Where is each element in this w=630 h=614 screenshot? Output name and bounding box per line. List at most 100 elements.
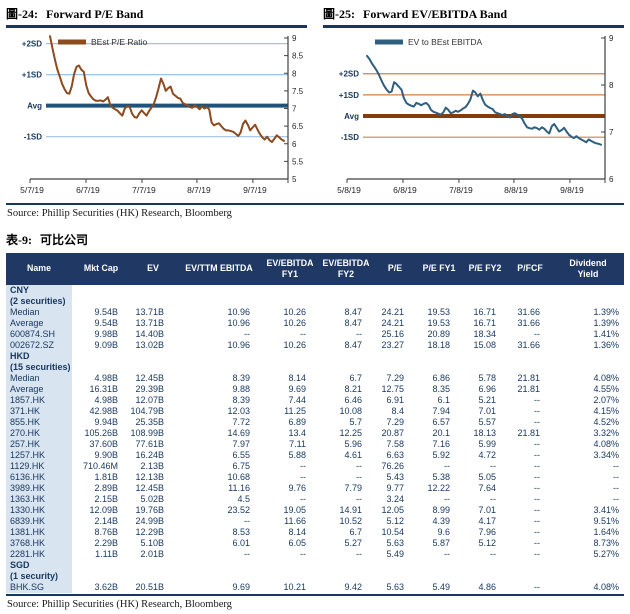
value-cell: 9.76 (288, 482, 306, 493)
value-cell: 16.71 (473, 306, 496, 317)
figure-24-title-text: Forward P/E Band (46, 7, 144, 21)
value-cell: 10.08 (339, 405, 362, 416)
group-row: SGD (1 security) (6, 559, 624, 582)
value-cell: 2.07% (593, 394, 619, 405)
figure-24-title: 圖-24: Forward P/E Band (6, 4, 307, 25)
y-tick-label: 5 (292, 175, 297, 184)
value-cell: 9.88 (232, 383, 250, 394)
table-row: 600874.SH 9.98B 14.40B -- -- -- 25.16 20.89 18.3… (6, 328, 624, 340)
value-cell: 5.87 (432, 537, 450, 548)
band-label: Avg (344, 112, 359, 121)
value-cell: 1.81B (94, 471, 118, 482)
value-cell: 19.05 (283, 504, 306, 515)
value-cell: -- (444, 548, 450, 559)
table-row: 371.HK 42.98B 104.79B 12.03 11.25 10.08 8.4 7.9… (6, 405, 624, 417)
comparable-companies-table: Name Mkt Cap EV EV/TTM EBITDA EV/EBITDA FY1 E… (6, 252, 624, 593)
legend-label: EV to BEst EBITDA (408, 37, 482, 47)
value-cell: -- (244, 548, 250, 559)
value-cell: 6.01 (232, 537, 250, 548)
value-cell: -- (356, 471, 362, 482)
value-cell: 10.26 (283, 317, 306, 328)
value-cell: 9.42 (344, 581, 362, 592)
value-cell: 24.21 (381, 317, 404, 328)
value-cell: 25.16 (381, 328, 404, 339)
value-cell: -- (356, 548, 362, 559)
y-tick-label: 6 (609, 175, 614, 184)
value-cell: -- (444, 493, 450, 504)
value-cell: -- (534, 460, 540, 471)
security-name: 3768.HK (6, 537, 72, 549)
y-tick-label: 7 (609, 128, 614, 137)
value-cell: 18.34 (473, 328, 496, 339)
value-cell: 1.64% (593, 526, 619, 537)
value-cell: -- (244, 328, 250, 339)
y-tick-label: 8.5 (292, 51, 304, 60)
value-cell: 7.01 (478, 405, 496, 416)
value-cell: 1.41% (593, 328, 619, 339)
title-underline (323, 25, 624, 28)
pe-band-chart: +2SD +1SD Avg -1SD 5 5.5 6 6.5 7 7.5 8 8.5 9 5/7/19 6/… (20, 34, 304, 195)
value-cell: 108.99B (130, 427, 164, 438)
x-tick-label: 6/7/19 (76, 185, 100, 195)
value-cell: 7.64 (478, 482, 496, 493)
value-cell: -- (534, 482, 540, 493)
value-cell: 20.87 (381, 427, 404, 438)
value-cell: 8.35 (432, 383, 450, 394)
value-cell: 5.78 (478, 372, 496, 383)
security-name: 002672.SZ (6, 339, 72, 351)
value-cell: 42.98B (89, 405, 118, 416)
value-cell: 3.34% (593, 449, 619, 460)
value-cell: 4.98B (94, 372, 118, 383)
security-name: 371.HK (6, 405, 72, 417)
value-cell: 5.88 (288, 449, 306, 460)
value-cell: 8.47 (344, 317, 362, 328)
value-cell: 12.75 (381, 383, 404, 394)
figure-24-tag: 圖-24: (6, 7, 38, 21)
value-cell: 9.98B (94, 328, 118, 339)
security-name: 6839.HK (6, 515, 72, 527)
security-name: Median (6, 372, 72, 384)
divider-rule (6, 202, 624, 205)
group-row-empty (72, 284, 624, 307)
value-cell: 1.11B (95, 548, 118, 559)
value-cell: 12.29B (135, 526, 164, 537)
value-cell: 5.49 (386, 548, 404, 559)
security-name: 1330.HK (6, 504, 72, 516)
column-header: Name (6, 252, 72, 285)
value-cell: -- (300, 328, 306, 339)
value-cell: 4.15% (593, 405, 619, 416)
value-cell: 12.22 (427, 482, 450, 493)
value-cell: 2.14B (94, 515, 118, 526)
value-cell: 1.36% (593, 339, 619, 350)
value-cell: 18.18 (427, 339, 450, 350)
value-cell: -- (613, 460, 619, 471)
series-line (49, 34, 285, 143)
value-cell: 5.43 (386, 471, 404, 482)
security-name: 1129.HK (6, 460, 72, 472)
value-cell: 5.38 (432, 471, 450, 482)
value-cell: 2.15B (94, 493, 118, 504)
value-cell: -- (534, 471, 540, 482)
value-cell: 14.91 (339, 504, 362, 515)
band-label: +1SD (339, 90, 359, 99)
value-cell: 710.46M (82, 460, 118, 471)
value-cell: 4.17 (478, 515, 496, 526)
table-header-row: Name Mkt Cap EV EV/TTM EBITDA EV/EBITDA FY1 E… (6, 252, 624, 285)
column-header: EV (130, 252, 176, 285)
group-row: CNY (2 securities) (6, 284, 624, 307)
value-cell: 6.91 (386, 394, 404, 405)
value-cell: 5.10B (140, 537, 164, 548)
value-cell: 8.39 (232, 394, 250, 405)
value-cell: 8.53 (232, 526, 250, 537)
value-cell: 7.29 (386, 372, 404, 383)
value-cell: 4.08% (593, 372, 619, 383)
value-cell: -- (534, 515, 540, 526)
value-cell: 6.75 (232, 460, 250, 471)
value-cell: -- (300, 493, 306, 504)
table-row: 3768.HK 2.29B 5.10B 6.01 6.05 5.27 5.63 5.87 5.1… (6, 537, 624, 549)
value-cell: 10.52 (339, 515, 362, 526)
table-bottom-rule (6, 593, 624, 596)
table-row: Median 9.54B 13.71B 10.96 10.26 8.47 24.21 19.5… (6, 306, 624, 318)
value-cell: 5.12 (478, 537, 496, 548)
security-name: 1381.HK (6, 526, 72, 538)
